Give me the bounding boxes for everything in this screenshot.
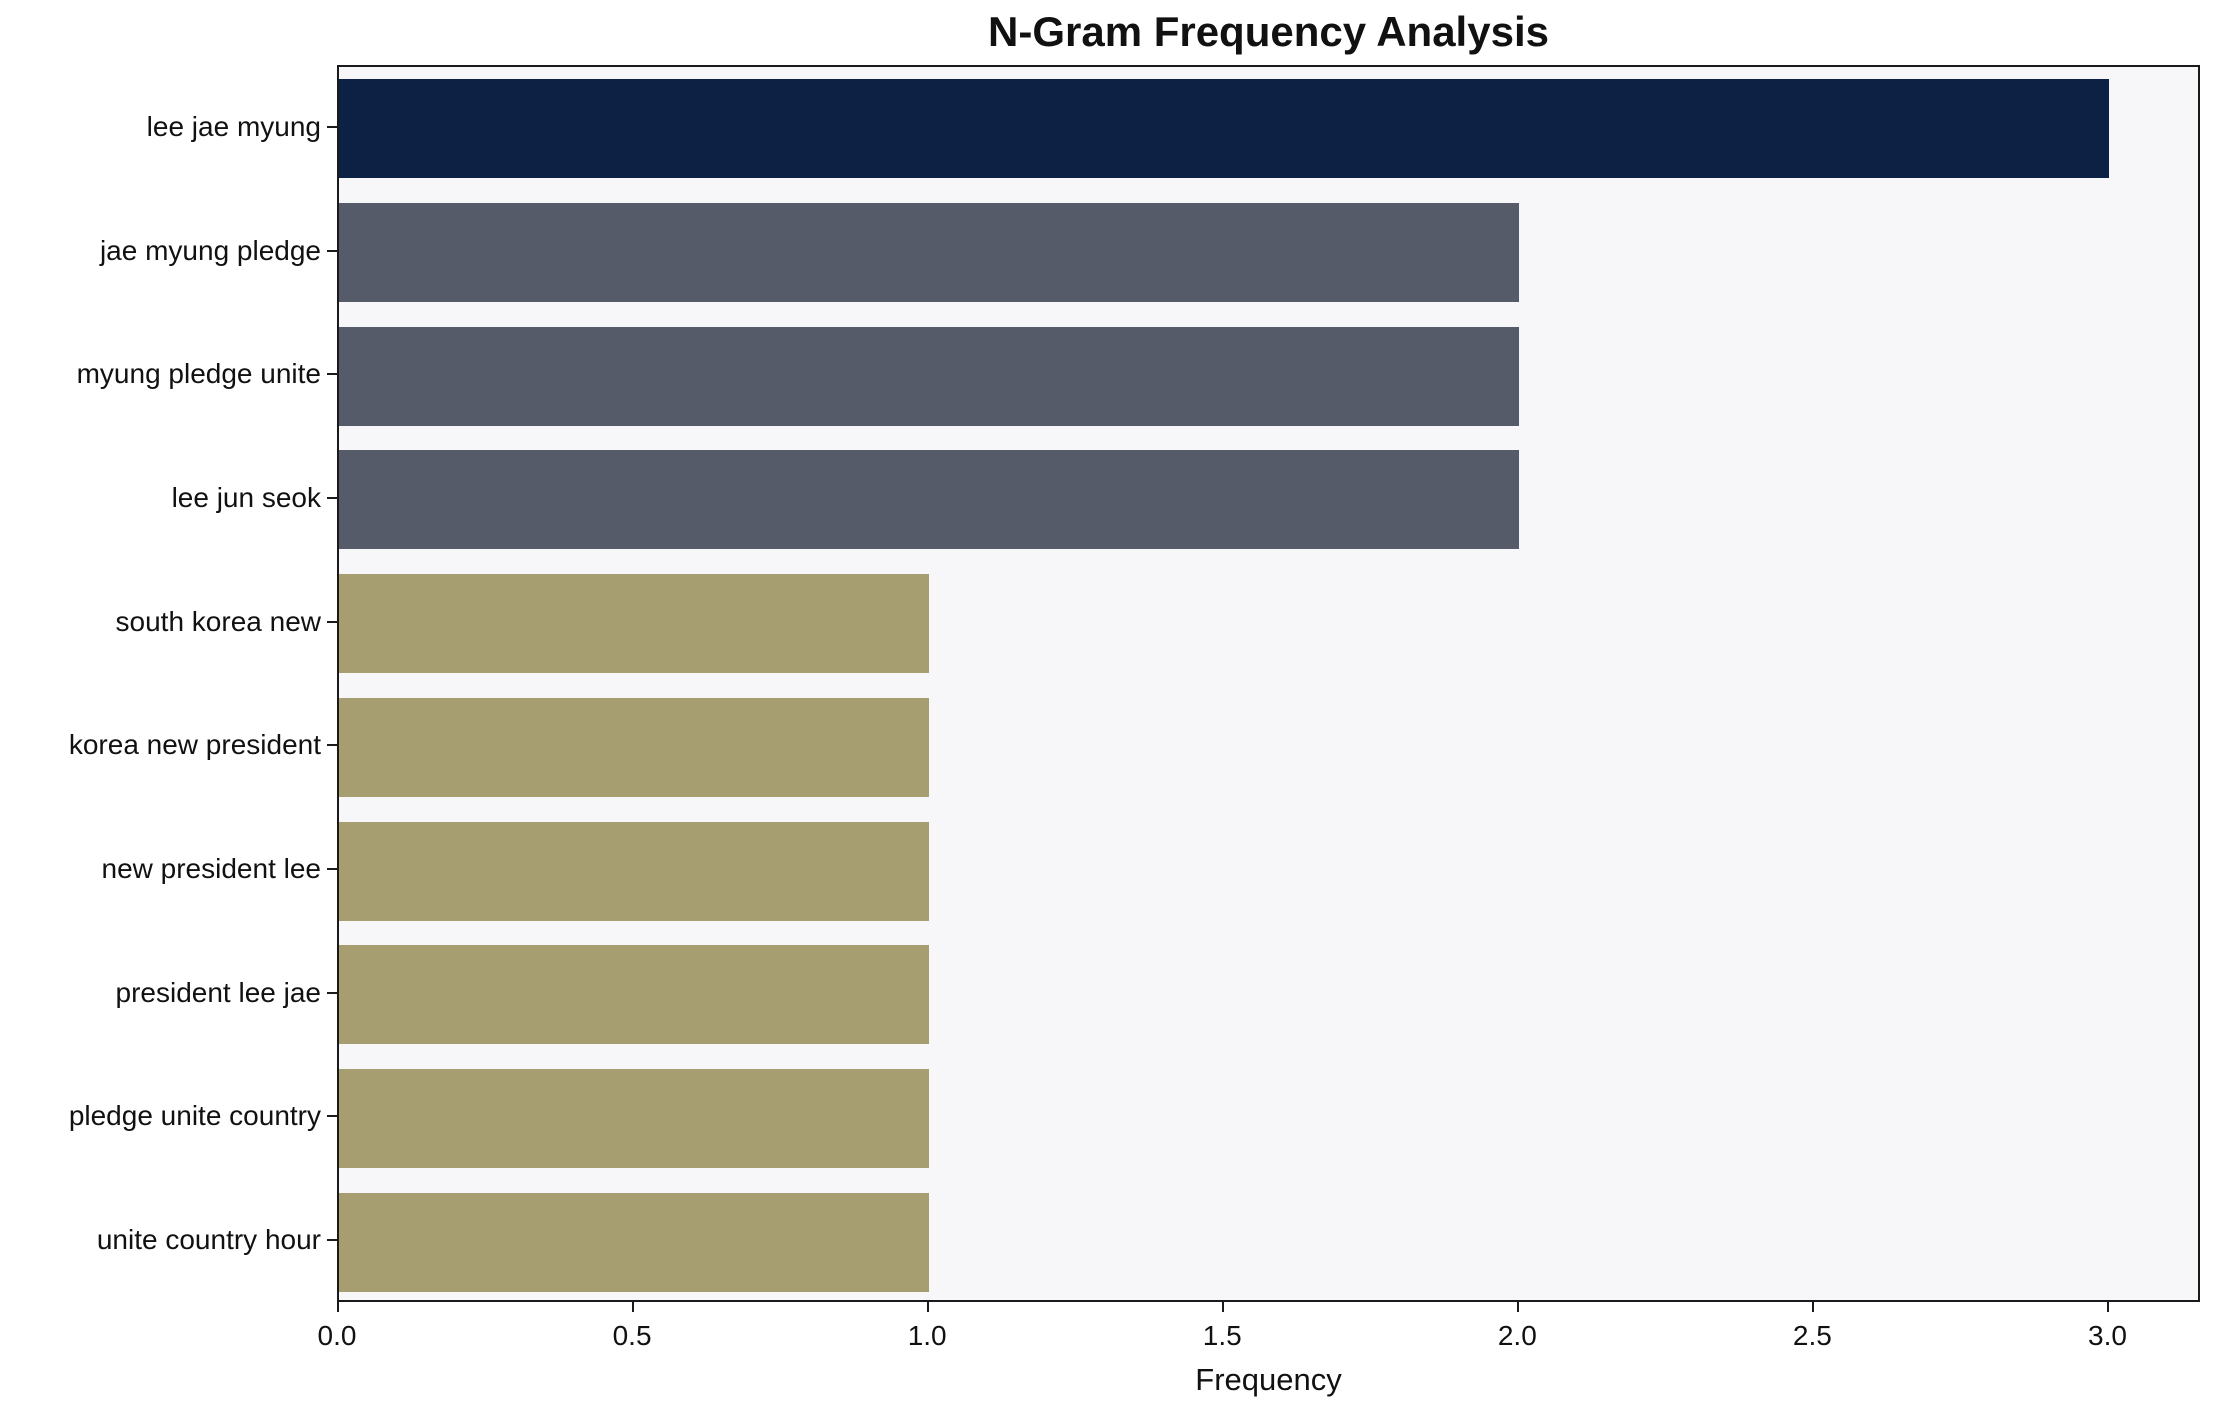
bar	[339, 326, 1520, 426]
y-tick-label: president lee jae	[115, 976, 321, 1008]
bar	[339, 945, 930, 1045]
y-tick-mark	[327, 373, 337, 376]
x-tick-mark	[1812, 1302, 1815, 1312]
y-tick-mark	[327, 1115, 337, 1118]
x-tick-mark	[337, 1302, 339, 1312]
y-tick-mark	[327, 991, 337, 994]
y-tick-label: jae myung pledge	[99, 234, 321, 266]
y-tick-label: south korea new	[115, 605, 321, 637]
y-tick-label: myung pledge unite	[76, 358, 321, 390]
y-tick-label: lee jun seok	[171, 481, 321, 513]
y-tick-label: unite country hour	[96, 1224, 321, 1256]
chart-title: N-Gram Frequency Analysis	[988, 8, 1549, 55]
x-tick-label: 2.5	[1792, 1320, 1832, 1351]
y-tick-mark	[327, 744, 337, 747]
bar	[339, 450, 1520, 550]
x-tick-mark	[927, 1302, 930, 1312]
bar	[339, 697, 930, 797]
x-tick-label: 0.0	[317, 1320, 357, 1351]
bar	[339, 574, 930, 674]
bar	[339, 79, 2110, 179]
y-tick-label: new president lee	[101, 853, 321, 885]
x-axis-label: Frequency	[1195, 1362, 1342, 1397]
plot-area	[337, 65, 2200, 1302]
x-tick-mark	[1517, 1302, 1520, 1312]
bar	[339, 1192, 930, 1292]
bar	[339, 203, 1520, 303]
x-tick-mark	[2107, 1302, 2110, 1312]
y-tick-label: lee jae myung	[146, 110, 321, 142]
y-tick-label: pledge unite country	[68, 1100, 321, 1132]
y-tick-mark	[327, 125, 337, 128]
x-tick-label: 1.0	[907, 1320, 947, 1351]
x-tick-label: 3.0	[2088, 1320, 2127, 1351]
x-tick-mark	[1222, 1302, 1225, 1312]
bar	[339, 1068, 930, 1168]
x-tick-label: 2.0	[1497, 1320, 1537, 1351]
y-tick-label: korea new president	[68, 729, 321, 761]
y-tick-mark	[327, 620, 337, 623]
y-tick-mark	[327, 496, 337, 499]
x-tick-label: 1.5	[1202, 1320, 1242, 1351]
x-tick-mark	[632, 1302, 635, 1312]
y-tick-mark	[327, 1239, 337, 1242]
y-tick-mark	[327, 868, 337, 871]
bar	[339, 821, 930, 921]
x-tick-label: 0.5	[612, 1320, 652, 1351]
y-tick-mark	[327, 249, 337, 252]
